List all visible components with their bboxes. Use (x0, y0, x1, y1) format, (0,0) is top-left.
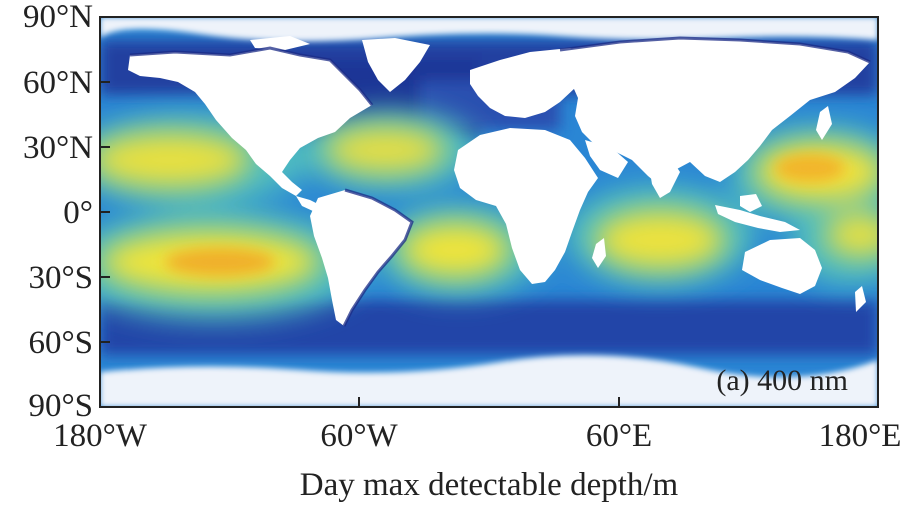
polar-ice (100, 17, 878, 407)
lat-label-0: 0° (63, 195, 93, 231)
lat-tick-marks (100, 16, 110, 408)
colorbar-label: Day max detectable depth/m (300, 467, 679, 503)
land-greenland (362, 38, 430, 92)
land-japan (816, 106, 832, 140)
land-asia (560, 38, 870, 186)
lat-label-90s: 90°S (28, 388, 93, 424)
land-arabia (585, 140, 628, 178)
land-africa (454, 128, 598, 284)
land-new-zealand (855, 286, 866, 312)
land-arctic-islands (250, 36, 310, 50)
land-masses (128, 36, 870, 326)
lat-label-30s: 30°S (28, 260, 93, 296)
lon-label-180w: 180°W (53, 418, 148, 454)
lon-tick-marks (99, 397, 879, 407)
lat-label-60s: 60°S (28, 325, 93, 361)
lon-label-60w: 60°W (320, 418, 398, 454)
lat-label-60n: 60°N (23, 65, 93, 101)
land-indonesia (715, 205, 800, 232)
ocean-field-orange (165, 154, 845, 276)
lat-tick-labels: 90°N 60°N 30°N 0° 30°S 60°S 90°S (23, 0, 93, 424)
land-south-america (310, 190, 412, 326)
land-australia (742, 238, 822, 294)
coastal-deep-outline (129, 36, 871, 327)
land-india (648, 160, 680, 198)
panel-label: (a) 400 nm (716, 364, 848, 397)
land-north-america (128, 48, 372, 196)
map-plot-area (100, 17, 878, 407)
lat-label-30n: 30°N (23, 130, 93, 166)
lon-tick-labels: 180°W 60°W 60°E 180°E (53, 418, 901, 454)
lon-label-60e: 60°E (586, 418, 652, 454)
land-madagascar (592, 238, 606, 268)
lon-label-180e: 180°E (819, 418, 902, 454)
land-borneo (740, 194, 762, 212)
lat-label-90n: 90°N (23, 0, 93, 35)
